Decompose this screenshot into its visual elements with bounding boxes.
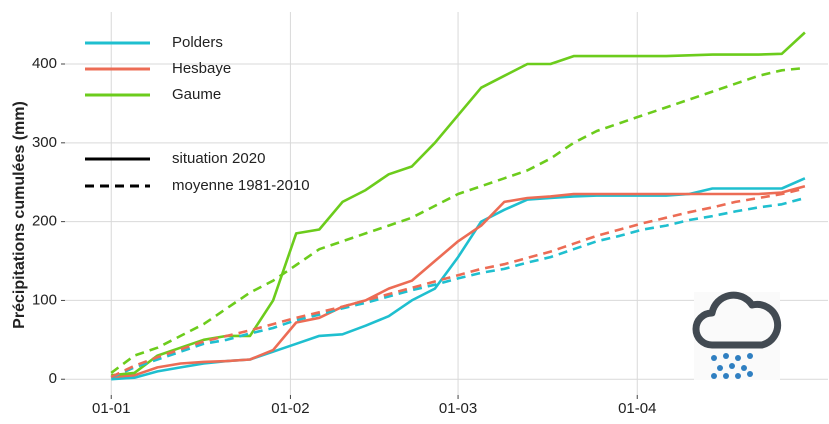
legend-label: moyenne 1981-2010 (172, 177, 310, 194)
y-tick-label: 100 (32, 291, 57, 308)
series-line (110, 187, 806, 379)
y-tick-label: 300 (32, 134, 57, 151)
x-tick-label: 01-04 (618, 400, 656, 417)
y-axis-title: Précipitations cumulées (mm) (11, 101, 28, 329)
series-line (110, 66, 806, 374)
legend-label: Gaume (172, 86, 221, 103)
x-tick-label: 01-03 (439, 400, 477, 417)
series-line (111, 184, 806, 379)
legend-label: situation 2020 (172, 150, 265, 167)
rain-icon (692, 291, 782, 380)
y-tick-label: 400 (32, 55, 57, 72)
y-tick-label: 0 (49, 370, 57, 387)
x-tick-label: 01-01 (92, 400, 130, 417)
legend-label: Hesbaye (172, 60, 231, 77)
x-tick-label: 01-02 (271, 400, 309, 417)
series-line (110, 196, 806, 379)
legend-label: Polders (172, 34, 223, 51)
y-tick-label: 200 (32, 213, 57, 230)
